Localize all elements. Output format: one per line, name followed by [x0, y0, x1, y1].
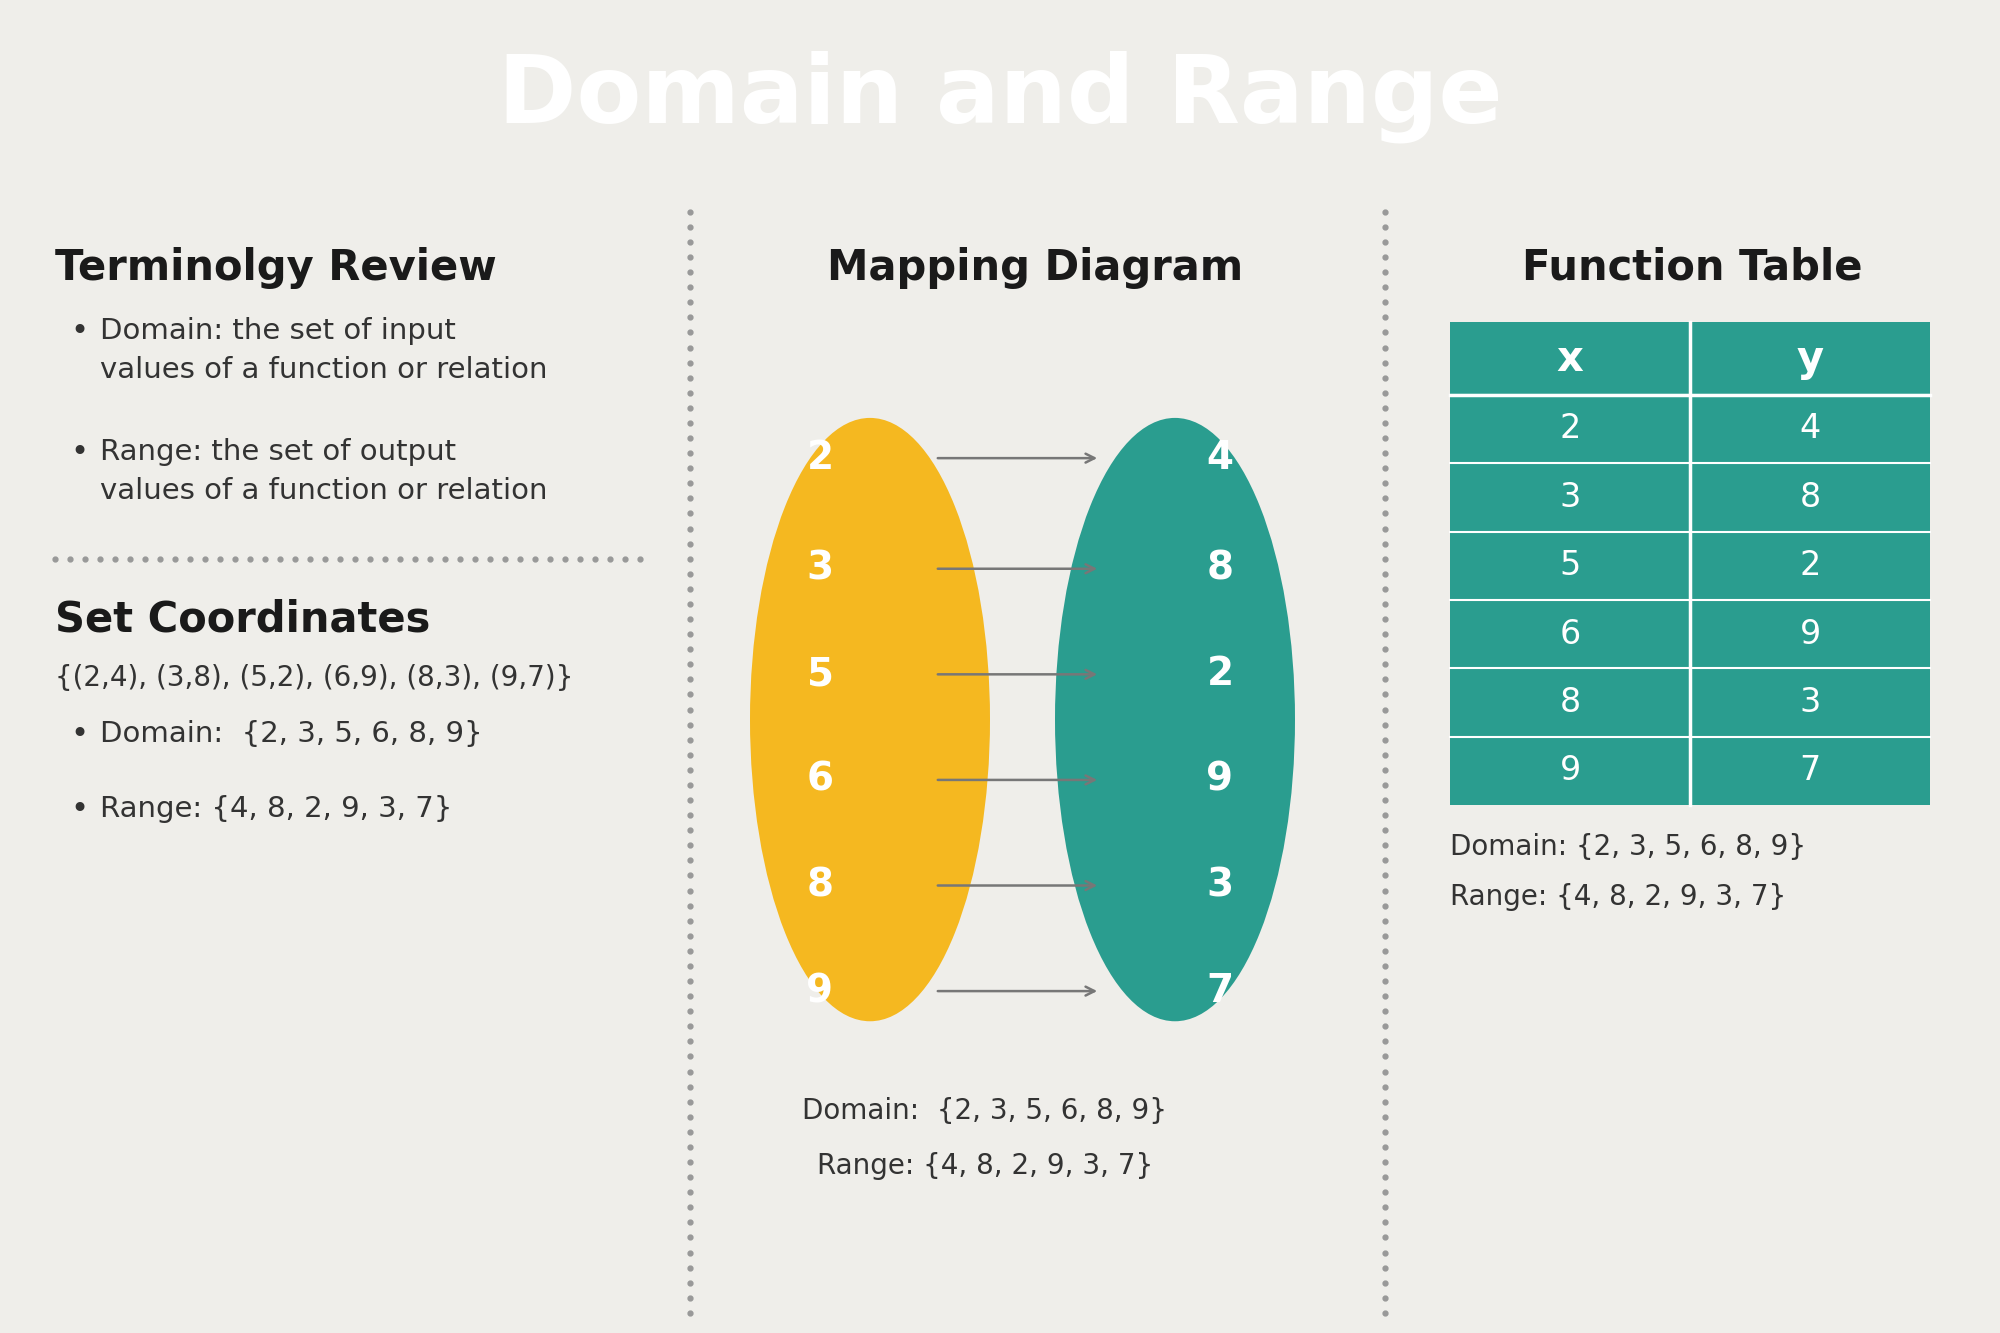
Text: 8: 8 — [806, 866, 834, 905]
Ellipse shape — [1056, 419, 1296, 1021]
Text: 5: 5 — [806, 656, 834, 693]
Text: 2: 2 — [1206, 656, 1234, 693]
Text: 3: 3 — [1560, 481, 1580, 513]
Text: Range: {4, 8, 2, 9, 3, 7}: Range: {4, 8, 2, 9, 3, 7} — [1450, 884, 1786, 912]
Text: x: x — [1556, 337, 1584, 380]
Text: Set Coordinates: Set Coordinates — [56, 599, 430, 641]
Text: 3: 3 — [1206, 866, 1234, 905]
Text: Domain and Range: Domain and Range — [498, 51, 1502, 143]
Text: 4: 4 — [1206, 439, 1234, 477]
FancyBboxPatch shape — [1450, 600, 1930, 668]
Text: 3: 3 — [806, 549, 834, 588]
Text: 9: 9 — [1800, 617, 1820, 651]
Text: 2: 2 — [806, 439, 834, 477]
Text: 6: 6 — [806, 761, 834, 798]
Text: 7: 7 — [1206, 972, 1234, 1010]
Text: 9: 9 — [1206, 761, 1234, 798]
Text: 5: 5 — [1560, 549, 1580, 583]
Text: Mapping Diagram: Mapping Diagram — [826, 247, 1244, 289]
Text: •: • — [70, 439, 88, 467]
Text: 6: 6 — [1560, 617, 1580, 651]
Text: 2: 2 — [1560, 412, 1580, 445]
Text: y: y — [1796, 337, 1824, 380]
Text: 3: 3 — [1800, 686, 1820, 718]
Text: Terminolgy Review: Terminolgy Review — [56, 247, 496, 289]
Text: {(2,4), (3,8), (5,2), (6,9), (8,3), (9,7)}: {(2,4), (3,8), (5,2), (6,9), (8,3), (9,7… — [56, 664, 574, 692]
Text: Domain:  {2, 3, 5, 6, 8, 9}: Domain: {2, 3, 5, 6, 8, 9} — [100, 720, 482, 748]
Text: Domain:  {2, 3, 5, 6, 8, 9}: Domain: {2, 3, 5, 6, 8, 9} — [802, 1097, 1168, 1125]
FancyBboxPatch shape — [1450, 737, 1930, 805]
Text: 7: 7 — [1800, 754, 1820, 788]
Text: Range: the set of output
values of a function or relation: Range: the set of output values of a fun… — [100, 439, 548, 505]
Text: 2: 2 — [1800, 549, 1820, 583]
Text: 9: 9 — [1560, 754, 1580, 788]
Text: 9: 9 — [806, 972, 834, 1010]
Text: •: • — [70, 720, 88, 749]
Text: Range: {4, 8, 2, 9, 3, 7}: Range: {4, 8, 2, 9, 3, 7} — [100, 794, 452, 822]
FancyBboxPatch shape — [1450, 323, 1930, 395]
Text: •: • — [70, 317, 88, 347]
Text: Domain: {2, 3, 5, 6, 8, 9}: Domain: {2, 3, 5, 6, 8, 9} — [1450, 833, 1806, 861]
Text: Domain: the set of input
values of a function or relation: Domain: the set of input values of a fun… — [100, 317, 548, 384]
FancyBboxPatch shape — [1450, 668, 1930, 737]
Text: Function Table: Function Table — [1522, 247, 1862, 289]
Text: 8: 8 — [1560, 686, 1580, 718]
FancyBboxPatch shape — [1450, 532, 1930, 600]
Text: 8: 8 — [1206, 549, 1234, 588]
Text: 8: 8 — [1800, 481, 1820, 513]
Text: 4: 4 — [1800, 412, 1820, 445]
Text: •: • — [70, 794, 88, 824]
FancyBboxPatch shape — [1450, 463, 1930, 532]
Text: Range: {4, 8, 2, 9, 3, 7}: Range: {4, 8, 2, 9, 3, 7} — [816, 1152, 1154, 1180]
Ellipse shape — [750, 419, 990, 1021]
FancyBboxPatch shape — [1450, 395, 1930, 463]
